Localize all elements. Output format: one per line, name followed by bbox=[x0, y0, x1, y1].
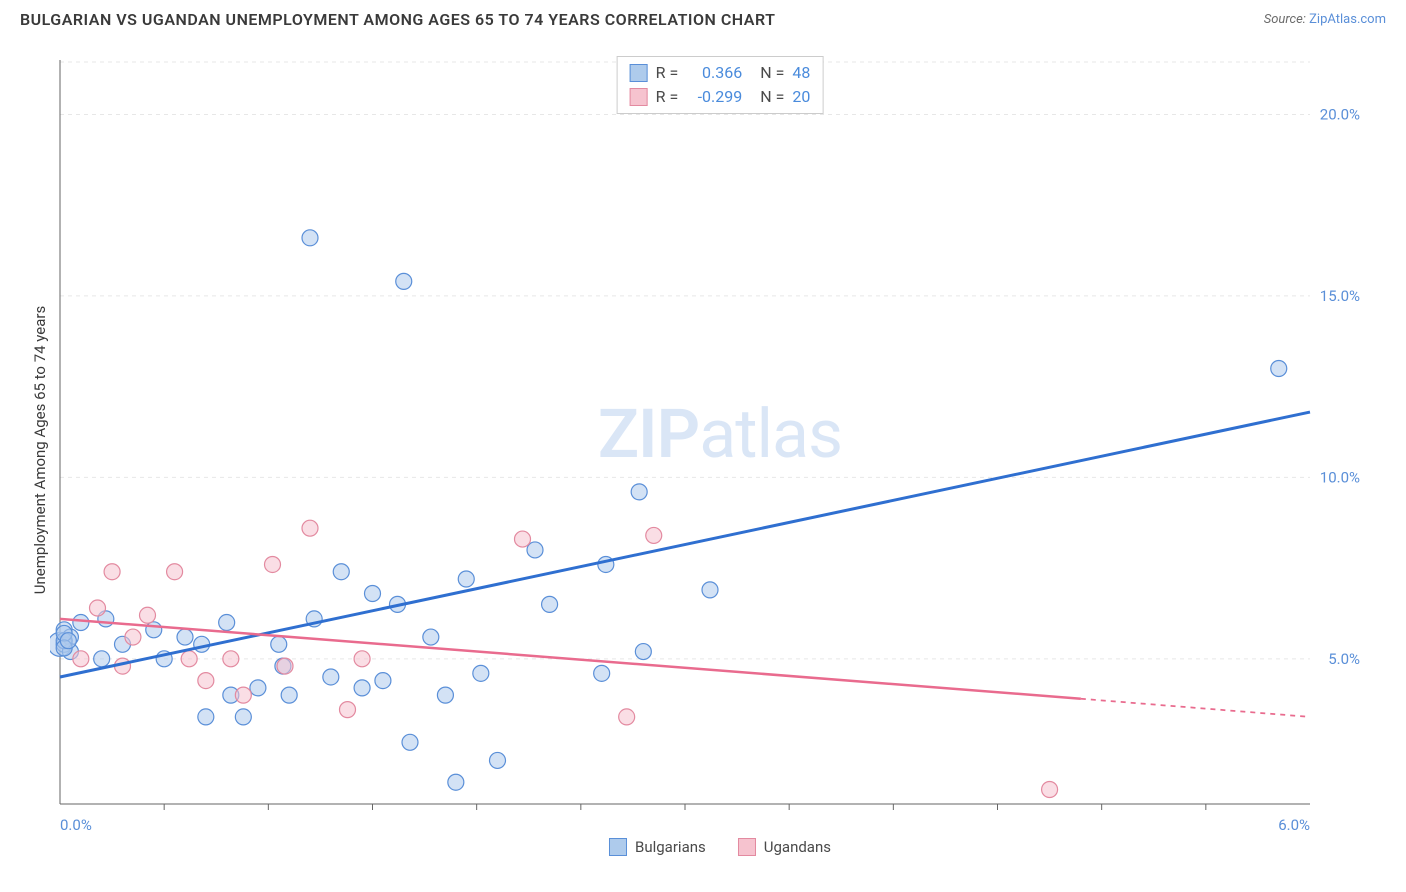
stat-value-r: -0.299 bbox=[686, 85, 742, 109]
scatter-point bbox=[90, 600, 106, 616]
stat-label-r: R = bbox=[656, 85, 679, 109]
y-tick-label: 20.0% bbox=[1320, 105, 1360, 123]
scatter-point bbox=[198, 673, 214, 689]
scatter-point bbox=[167, 564, 183, 580]
stats-row: R = -0.299 N = 20 bbox=[630, 85, 811, 109]
scatter-point bbox=[281, 687, 297, 703]
chart-container: Unemployment Among Ages 65 to 74 years 0… bbox=[50, 50, 1390, 850]
scatter-point bbox=[515, 531, 531, 547]
scatter-point bbox=[223, 651, 239, 667]
scatter-point bbox=[354, 680, 370, 696]
chart-header: BULGARIAN VS UGANDAN UNEMPLOYMENT AMONG … bbox=[0, 0, 1406, 33]
scatter-point bbox=[448, 774, 464, 790]
scatter-point bbox=[60, 633, 76, 649]
stats-row: R = 0.366 N = 48 bbox=[630, 61, 811, 85]
scatter-point bbox=[125, 629, 141, 645]
scatter-point bbox=[302, 230, 318, 246]
stat-label-n: N = bbox=[760, 85, 784, 109]
scatter-point bbox=[527, 542, 543, 558]
scatter-point bbox=[73, 651, 89, 667]
scatter-point bbox=[702, 582, 718, 598]
scatter-point bbox=[1042, 781, 1058, 797]
source-credit: Source: ZipAtlas.com bbox=[1264, 12, 1386, 27]
series-legend: Bulgarians Ugandans bbox=[609, 838, 831, 856]
scatter-point bbox=[354, 651, 370, 667]
chart-title: BULGARIAN VS UGANDAN UNEMPLOYMENT AMONG … bbox=[20, 10, 775, 29]
scatter-point bbox=[333, 564, 349, 580]
scatter-point bbox=[646, 527, 662, 543]
scatter-point bbox=[104, 564, 120, 580]
scatter-point bbox=[265, 556, 281, 572]
scatter-point bbox=[490, 752, 506, 768]
scatter-point bbox=[542, 596, 558, 612]
y-tick-label: 15.0% bbox=[1320, 287, 1360, 305]
scatter-point bbox=[423, 629, 439, 645]
y-tick-label: 5.0% bbox=[1328, 650, 1360, 668]
scatter-point bbox=[396, 273, 412, 289]
stat-value-n: 48 bbox=[792, 61, 810, 85]
scatter-point bbox=[235, 687, 251, 703]
trend-line-extrapolated bbox=[1081, 699, 1310, 717]
scatter-point bbox=[473, 665, 489, 681]
scatter-point bbox=[458, 571, 474, 587]
legend-swatch bbox=[609, 838, 627, 856]
scatter-point bbox=[235, 709, 251, 725]
stat-label-r: R = bbox=[656, 61, 679, 85]
scatter-point bbox=[631, 484, 647, 500]
scatter-point bbox=[73, 615, 89, 631]
scatter-point bbox=[437, 687, 453, 703]
legend-label: Ugandans bbox=[764, 838, 831, 856]
stat-label-n: N = bbox=[760, 61, 784, 85]
scatter-point bbox=[375, 673, 391, 689]
scatter-point bbox=[277, 658, 293, 674]
scatter-point bbox=[323, 669, 339, 685]
legend-swatch bbox=[738, 838, 756, 856]
scatter-point bbox=[140, 607, 156, 623]
y-tick-label: 10.0% bbox=[1320, 468, 1360, 486]
scatter-point bbox=[146, 622, 162, 638]
scatter-point bbox=[365, 586, 381, 602]
source-link[interactable]: ZipAtlas.com bbox=[1309, 12, 1386, 27]
scatter-point bbox=[402, 734, 418, 750]
scatter-point bbox=[94, 651, 110, 667]
scatter-plot: 0.0% 6.0% 5.0% 10.0% 15.0% 20.0% bbox=[50, 50, 1370, 840]
scatter-point bbox=[250, 680, 266, 696]
x-tick-label: 6.0% bbox=[1278, 816, 1310, 834]
scatter-point bbox=[302, 520, 318, 536]
y-axis-label: Unemployment Among Ages 65 to 74 years bbox=[31, 306, 49, 594]
scatter-point bbox=[594, 665, 610, 681]
stat-value-r: 0.366 bbox=[686, 61, 742, 85]
scatter-point bbox=[271, 636, 287, 652]
scatter-point bbox=[635, 644, 651, 660]
legend-label: Bulgarians bbox=[635, 838, 706, 856]
series-swatch bbox=[630, 64, 648, 82]
scatter-point bbox=[1271, 360, 1287, 376]
stat-value-n: 20 bbox=[792, 85, 810, 109]
scatter-point bbox=[619, 709, 635, 725]
scatter-point bbox=[340, 702, 356, 718]
series-swatch bbox=[630, 88, 648, 106]
scatter-point bbox=[219, 615, 235, 631]
trend-line bbox=[60, 412, 1310, 677]
scatter-point bbox=[198, 709, 214, 725]
x-tick-label: 0.0% bbox=[60, 816, 92, 834]
legend-item: Bulgarians bbox=[609, 838, 706, 856]
scatter-point bbox=[177, 629, 193, 645]
legend-item: Ugandans bbox=[738, 838, 831, 856]
stats-legend-box: R = 0.366 N = 48 R = -0.299 N = 20 bbox=[617, 56, 824, 114]
scatter-point bbox=[181, 651, 197, 667]
